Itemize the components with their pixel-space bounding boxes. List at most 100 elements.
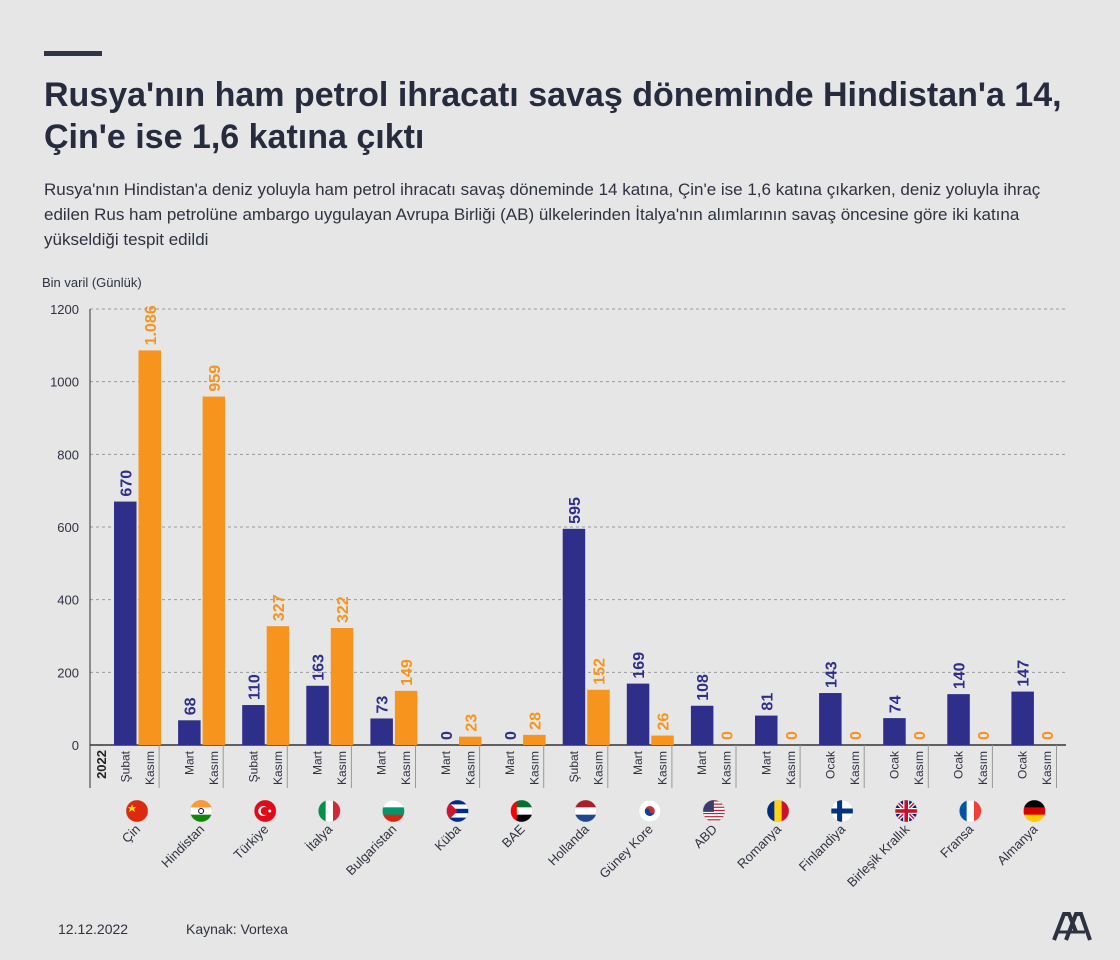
bar-value-label: 0 xyxy=(848,731,865,740)
month-label: Kasım xyxy=(591,751,605,785)
germany-flag-icon xyxy=(1023,800,1046,822)
month-label: Kasım xyxy=(848,751,862,785)
country-label: Hindistan xyxy=(158,822,207,871)
bar-value-label: 0 xyxy=(503,731,520,740)
month-label: Kasım xyxy=(271,751,285,785)
month-label: Kasım xyxy=(720,751,734,785)
bar-value-label: 0 xyxy=(720,731,737,740)
bulgaria-flag-icon xyxy=(382,800,405,822)
country-label: Bulgaristan xyxy=(343,822,400,879)
y-tick-label: 1000 xyxy=(50,375,79,390)
bar-value-label: 73 xyxy=(375,696,392,714)
y-tick-label: 1200 xyxy=(50,302,79,317)
bar-value-label: 28 xyxy=(527,712,544,730)
y-tick-label: 600 xyxy=(57,520,79,535)
month-label: Ocak xyxy=(823,750,837,779)
india-flag-icon xyxy=(190,800,213,822)
bar-after xyxy=(138,350,161,745)
year-label: 2022 xyxy=(94,750,109,779)
bar-after xyxy=(523,734,546,745)
uk-flag-icon xyxy=(895,800,918,822)
country-label: Güney Kore xyxy=(596,822,656,882)
bar-value-label: 0 xyxy=(976,731,993,740)
bar-value-label: 152 xyxy=(591,658,608,685)
page-title: Rusya'nın ham petrol ihracatı savaş döne… xyxy=(44,76,1062,156)
bar-before xyxy=(690,705,714,745)
month-label: Kasım xyxy=(335,751,349,785)
month-label: Şubat xyxy=(246,750,260,782)
bar-value-label: 169 xyxy=(631,652,648,679)
turkey-flag-icon xyxy=(254,800,277,822)
month-label: Kasım xyxy=(143,751,157,785)
country-label: BAE xyxy=(499,821,528,850)
china-flag-icon xyxy=(126,800,148,822)
month-label: Kasım xyxy=(399,751,413,785)
bar-value-label: 1.086 xyxy=(143,305,160,345)
country-label: Küba xyxy=(432,821,465,854)
bar-after xyxy=(459,736,482,745)
title-accent-bar xyxy=(44,51,102,56)
bar-value-label: 0 xyxy=(1040,731,1057,740)
y-tick-label: 800 xyxy=(57,447,79,462)
bar-after xyxy=(587,689,610,745)
page-subtitle: Rusya'nın Hindistan'a deniz yoluyla ham … xyxy=(44,180,1041,249)
bar-value-label: 0 xyxy=(439,731,456,740)
bar-before xyxy=(755,715,778,745)
y-axis-label: Bin varil (Günlük) xyxy=(42,275,142,290)
country-label: Finlandiya xyxy=(796,821,849,874)
bar-value-label: 149 xyxy=(399,659,416,686)
bar-before xyxy=(883,718,906,745)
month-label: Şubat xyxy=(567,750,581,782)
bar-after xyxy=(266,626,290,745)
month-label: Mart xyxy=(759,750,773,775)
bar-after xyxy=(394,690,418,745)
bar-after xyxy=(202,396,226,745)
bar-before xyxy=(370,718,393,745)
month-label: Mart xyxy=(439,750,453,775)
bar-before xyxy=(947,694,970,745)
country-label: İtalya xyxy=(303,821,336,854)
bar-before xyxy=(562,528,586,745)
country-label: Türkiye xyxy=(231,822,272,863)
month-label: Mart xyxy=(631,750,645,775)
country-label: Romanya xyxy=(734,821,784,871)
country-label: Fransa xyxy=(937,821,977,861)
south-korea-flag-icon xyxy=(638,800,661,822)
bar-value-label: 0 xyxy=(784,731,801,740)
france-flag-icon xyxy=(959,800,982,822)
bar-value-label: 74 xyxy=(887,695,904,713)
romania-flag-icon xyxy=(767,800,789,822)
uae-flag-icon xyxy=(510,800,533,822)
bar-value-label: 140 xyxy=(952,662,969,689)
y-tick-label: 0 xyxy=(72,738,79,753)
month-label: Kasım xyxy=(527,751,541,785)
country-label: Birleşik Krallık xyxy=(844,821,913,890)
bar-value-label: 959 xyxy=(207,365,224,392)
bar-value-label: 163 xyxy=(311,654,328,681)
month-label: Ocak xyxy=(1016,750,1030,779)
y-tick-label: 400 xyxy=(57,593,79,608)
bar-value-label: 670 xyxy=(118,470,135,497)
month-label: Kasım xyxy=(656,751,670,785)
country-label: Hollanda xyxy=(545,821,592,868)
month-label: Mart xyxy=(182,750,196,775)
month-label: Şubat xyxy=(118,750,132,782)
bar-value-label: 108 xyxy=(695,674,712,701)
bar-before xyxy=(114,501,137,745)
usa-flag-icon xyxy=(702,800,725,822)
bar-value-label: 110 xyxy=(246,674,263,700)
netherlands-flag-icon xyxy=(574,800,597,822)
country-label: ABD xyxy=(691,822,721,852)
bar-value-label: 147 xyxy=(1016,660,1033,687)
bar-after xyxy=(330,628,354,745)
country-label: Çin xyxy=(119,822,143,846)
bar-after xyxy=(651,735,674,745)
month-label: Mart xyxy=(503,750,517,775)
month-label: Kasım xyxy=(912,751,926,785)
bar-before xyxy=(819,693,842,745)
month-label: Kasım xyxy=(784,751,798,785)
bar-value-label: 322 xyxy=(335,596,352,623)
bar-before xyxy=(1011,691,1034,745)
month-label: Kasım xyxy=(463,751,477,785)
